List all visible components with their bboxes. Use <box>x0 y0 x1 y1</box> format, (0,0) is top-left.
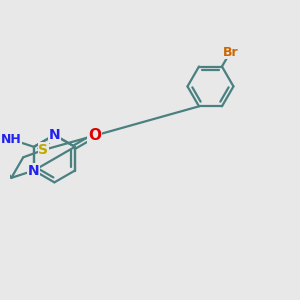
Text: N: N <box>49 128 60 142</box>
Text: O: O <box>88 128 101 143</box>
Text: N: N <box>28 164 40 178</box>
Text: S: S <box>38 143 48 157</box>
Text: Br: Br <box>222 46 238 59</box>
Text: NH: NH <box>1 133 22 146</box>
